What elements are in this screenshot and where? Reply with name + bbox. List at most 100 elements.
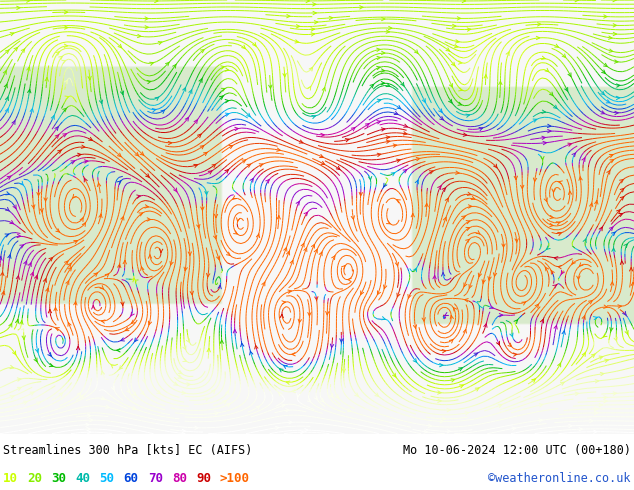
FancyArrowPatch shape [214, 235, 217, 239]
FancyArrowPatch shape [381, 81, 385, 85]
FancyArrowPatch shape [89, 418, 93, 422]
FancyArrowPatch shape [320, 398, 324, 402]
FancyArrowPatch shape [439, 364, 443, 367]
FancyArrowPatch shape [233, 231, 237, 234]
FancyArrowPatch shape [623, 311, 626, 315]
FancyArrowPatch shape [43, 279, 46, 282]
FancyArrowPatch shape [205, 191, 208, 195]
FancyArrowPatch shape [538, 23, 541, 26]
FancyArrowPatch shape [604, 305, 607, 308]
FancyArrowPatch shape [111, 365, 115, 368]
FancyArrowPatch shape [368, 176, 372, 180]
FancyArrowPatch shape [611, 282, 614, 285]
FancyArrowPatch shape [359, 6, 363, 9]
FancyArrowPatch shape [370, 84, 373, 88]
FancyArrowPatch shape [604, 15, 607, 18]
FancyArrowPatch shape [539, 404, 543, 407]
FancyArrowPatch shape [562, 331, 566, 335]
FancyArrowPatch shape [304, 248, 307, 252]
FancyArrowPatch shape [287, 251, 290, 255]
FancyArrowPatch shape [384, 183, 387, 187]
FancyArrowPatch shape [301, 244, 304, 247]
FancyArrowPatch shape [101, 396, 105, 400]
FancyArrowPatch shape [443, 217, 446, 221]
FancyArrowPatch shape [416, 157, 420, 161]
FancyArrowPatch shape [544, 198, 547, 201]
FancyArrowPatch shape [56, 52, 60, 55]
FancyArrowPatch shape [252, 43, 256, 46]
FancyArrowPatch shape [88, 76, 91, 80]
FancyArrowPatch shape [494, 164, 497, 168]
FancyArrowPatch shape [489, 305, 493, 308]
FancyArrowPatch shape [9, 323, 12, 327]
FancyArrowPatch shape [201, 207, 204, 210]
FancyArrowPatch shape [51, 116, 55, 120]
FancyArrowPatch shape [304, 212, 307, 216]
Text: ©weatheronline.co.uk: ©weatheronline.co.uk [488, 472, 631, 486]
FancyArrowPatch shape [462, 0, 465, 2]
FancyArrowPatch shape [77, 346, 80, 350]
FancyArrowPatch shape [458, 88, 462, 91]
FancyArrowPatch shape [579, 177, 582, 180]
FancyArrowPatch shape [460, 385, 463, 388]
FancyArrowPatch shape [614, 337, 617, 341]
FancyArrowPatch shape [141, 267, 144, 270]
FancyArrowPatch shape [266, 180, 269, 183]
FancyArrowPatch shape [554, 257, 558, 260]
FancyArrowPatch shape [63, 108, 67, 112]
FancyArrowPatch shape [604, 63, 607, 67]
FancyArrowPatch shape [599, 356, 603, 359]
FancyArrowPatch shape [45, 78, 48, 81]
FancyArrowPatch shape [13, 351, 16, 355]
FancyArrowPatch shape [455, 45, 458, 48]
FancyArrowPatch shape [40, 208, 43, 212]
FancyArrowPatch shape [22, 336, 25, 339]
FancyArrowPatch shape [10, 366, 13, 368]
FancyArrowPatch shape [319, 252, 322, 256]
FancyArrowPatch shape [141, 391, 144, 394]
FancyArrowPatch shape [312, 116, 315, 119]
FancyArrowPatch shape [550, 223, 553, 227]
FancyArrowPatch shape [280, 314, 283, 318]
FancyArrowPatch shape [84, 178, 87, 182]
FancyArrowPatch shape [447, 430, 450, 433]
FancyArrowPatch shape [450, 340, 453, 343]
FancyArrowPatch shape [259, 164, 263, 167]
FancyArrowPatch shape [65, 261, 68, 265]
FancyArrowPatch shape [624, 244, 628, 247]
FancyArrowPatch shape [183, 88, 186, 91]
Text: Streamlines 300 hPa [kts] EC (AIFS): Streamlines 300 hPa [kts] EC (AIFS) [3, 444, 252, 457]
FancyArrowPatch shape [498, 404, 502, 407]
FancyArrowPatch shape [545, 68, 548, 72]
FancyArrowPatch shape [403, 132, 407, 135]
FancyArrowPatch shape [322, 87, 325, 91]
FancyArrowPatch shape [386, 140, 390, 144]
FancyArrowPatch shape [143, 379, 146, 383]
FancyArrowPatch shape [612, 248, 615, 251]
FancyArrowPatch shape [221, 66, 224, 69]
FancyArrowPatch shape [12, 121, 15, 124]
FancyArrowPatch shape [568, 73, 571, 76]
FancyArrowPatch shape [478, 273, 481, 277]
FancyArrowPatch shape [207, 273, 210, 277]
FancyArrowPatch shape [609, 49, 612, 52]
Text: Mo 10-06-2024 12:00 UTC (00+180): Mo 10-06-2024 12:00 UTC (00+180) [403, 444, 631, 457]
FancyArrowPatch shape [541, 56, 545, 59]
FancyArrowPatch shape [28, 263, 31, 267]
FancyArrowPatch shape [182, 391, 185, 394]
FancyArrowPatch shape [137, 195, 140, 198]
FancyArrowPatch shape [199, 79, 202, 82]
FancyArrowPatch shape [453, 308, 456, 311]
FancyArrowPatch shape [54, 307, 57, 311]
FancyArrowPatch shape [320, 154, 323, 158]
FancyArrowPatch shape [359, 193, 363, 196]
FancyArrowPatch shape [593, 430, 597, 433]
FancyArrowPatch shape [229, 146, 233, 148]
FancyArrowPatch shape [601, 111, 605, 114]
FancyArrowPatch shape [604, 399, 607, 403]
FancyArrowPatch shape [64, 44, 68, 48]
FancyArrowPatch shape [217, 256, 220, 260]
FancyArrowPatch shape [212, 164, 216, 168]
FancyArrowPatch shape [411, 214, 415, 217]
FancyArrowPatch shape [474, 353, 477, 356]
